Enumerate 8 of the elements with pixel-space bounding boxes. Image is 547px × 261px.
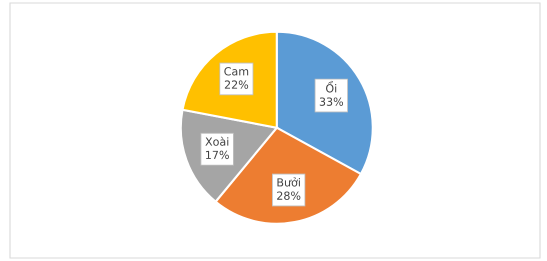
data-label: 33% — [320, 97, 344, 106]
data-label: 28% — [277, 191, 300, 200]
slice-label: Bưởi — [277, 177, 300, 187]
data-label: 17% — [206, 150, 229, 160]
slice-label: Cam — [224, 67, 248, 76]
slice-label: Ổi — [326, 80, 336, 93]
data-label: 22% — [224, 80, 248, 89]
slice-label: Xoài — [205, 136, 228, 146]
